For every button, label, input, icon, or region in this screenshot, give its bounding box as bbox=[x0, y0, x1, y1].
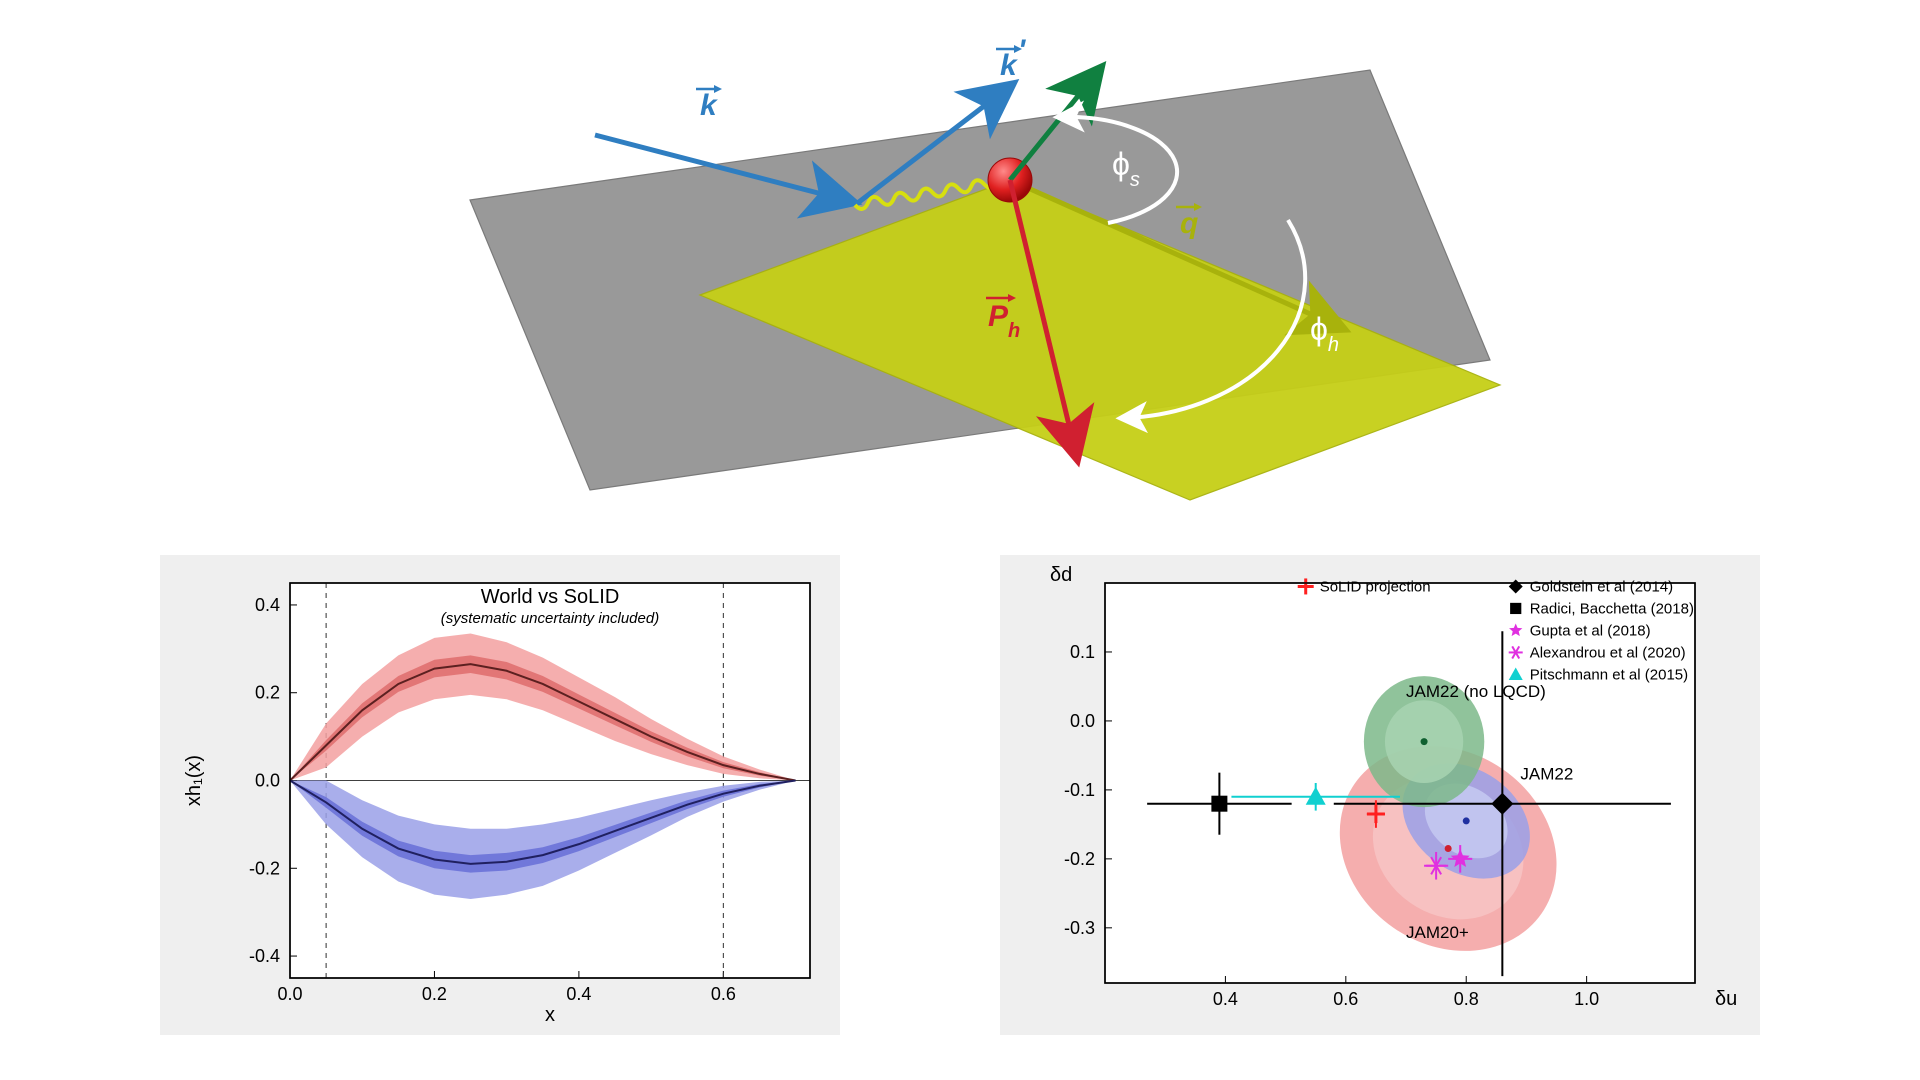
svg-text:SoLID projection: SoLID projection bbox=[1320, 578, 1431, 595]
svg-text:0.6: 0.6 bbox=[1333, 989, 1358, 1009]
svg-text:0.0: 0.0 bbox=[1070, 711, 1095, 731]
svg-text:0.0: 0.0 bbox=[255, 771, 280, 791]
svg-text:-0.1: -0.1 bbox=[1064, 780, 1095, 800]
svg-text:0.4: 0.4 bbox=[1213, 989, 1238, 1009]
ylabel: δd bbox=[1050, 564, 1072, 586]
annotation: JAM22 bbox=[1520, 765, 1573, 784]
xlabel: δu bbox=[1715, 988, 1737, 1010]
svg-text:1.0: 1.0 bbox=[1574, 989, 1599, 1009]
svg-text:0.8: 0.8 bbox=[1454, 989, 1479, 1009]
svg-text:q: q bbox=[1180, 207, 1198, 240]
svg-text:Radici, Bacchetta (2018): Radici, Bacchetta (2018) bbox=[1530, 600, 1694, 617]
label-k: k bbox=[696, 85, 722, 122]
transversity-plot: 0.0 0.2 0.4 0.6 -0.4 -0.2 0.0 0.2 0.4 World vs So… bbox=[160, 555, 840, 1035]
ylabel: xh₁(x) bbox=[183, 755, 205, 806]
svg-text:Alexandrou et al (2020): Alexandrou et al (2020) bbox=[1530, 644, 1686, 661]
annotation: JAM22 (no LQCD) bbox=[1406, 682, 1546, 701]
svg-text:Goldstein et al (2014): Goldstein et al (2014) bbox=[1530, 578, 1673, 595]
svg-text:Gupta et al (2018): Gupta et al (2018) bbox=[1530, 622, 1651, 639]
label-q: q bbox=[1176, 203, 1202, 240]
svg-text:0.2: 0.2 bbox=[422, 984, 447, 1004]
svg-text:k: k bbox=[1000, 49, 1018, 82]
legend-item: Alexandrou et al (2020) bbox=[1509, 644, 1686, 661]
annotation: JAM20+ bbox=[1406, 923, 1469, 942]
tensor-charge-plot: 0.4 0.6 0.8 1.0 -0.3 -0.2 -0.1 0.0 0.1 JAM22 (no … bbox=[1000, 555, 1760, 1035]
figure-canvas: kk'qPhϕsϕh 0.00.20.40.6-0.4-0.20.00.20.4… bbox=[0, 0, 1920, 1080]
svg-text:0.4: 0.4 bbox=[255, 595, 280, 615]
plot-title: World vs SoLID bbox=[481, 586, 620, 608]
svg-text:0.4: 0.4 bbox=[566, 984, 591, 1004]
xlabel: x bbox=[545, 1004, 555, 1026]
svg-text:0.2: 0.2 bbox=[255, 683, 280, 703]
svg-text:-0.4: -0.4 bbox=[249, 946, 280, 966]
svg-text:0.6: 0.6 bbox=[711, 984, 736, 1004]
legend-item: Gupta et al (2018) bbox=[1509, 622, 1651, 639]
plot-subtitle: (systematic uncertainty included) bbox=[441, 610, 659, 627]
svg-text:-0.2: -0.2 bbox=[249, 858, 280, 878]
legend-item: Goldstein et al (2014) bbox=[1509, 578, 1673, 595]
svg-text:-0.3: -0.3 bbox=[1064, 918, 1095, 938]
svg-text:-0.2: -0.2 bbox=[1064, 849, 1095, 869]
svg-text:k: k bbox=[700, 89, 718, 122]
svg-text:0.1: 0.1 bbox=[1070, 642, 1095, 662]
svg-text:': ' bbox=[1018, 34, 1026, 67]
legend-item: Pitschmann et al (2015) bbox=[1509, 666, 1688, 683]
legend-item: Radici, Bacchetta (2018) bbox=[1510, 600, 1694, 617]
scattering-diagram: kk'qPhϕsϕh bbox=[0, 0, 1920, 520]
svg-text:0.0: 0.0 bbox=[277, 984, 302, 1004]
svg-text:Pitschmann et al (2015): Pitschmann et al (2015) bbox=[1530, 666, 1688, 683]
